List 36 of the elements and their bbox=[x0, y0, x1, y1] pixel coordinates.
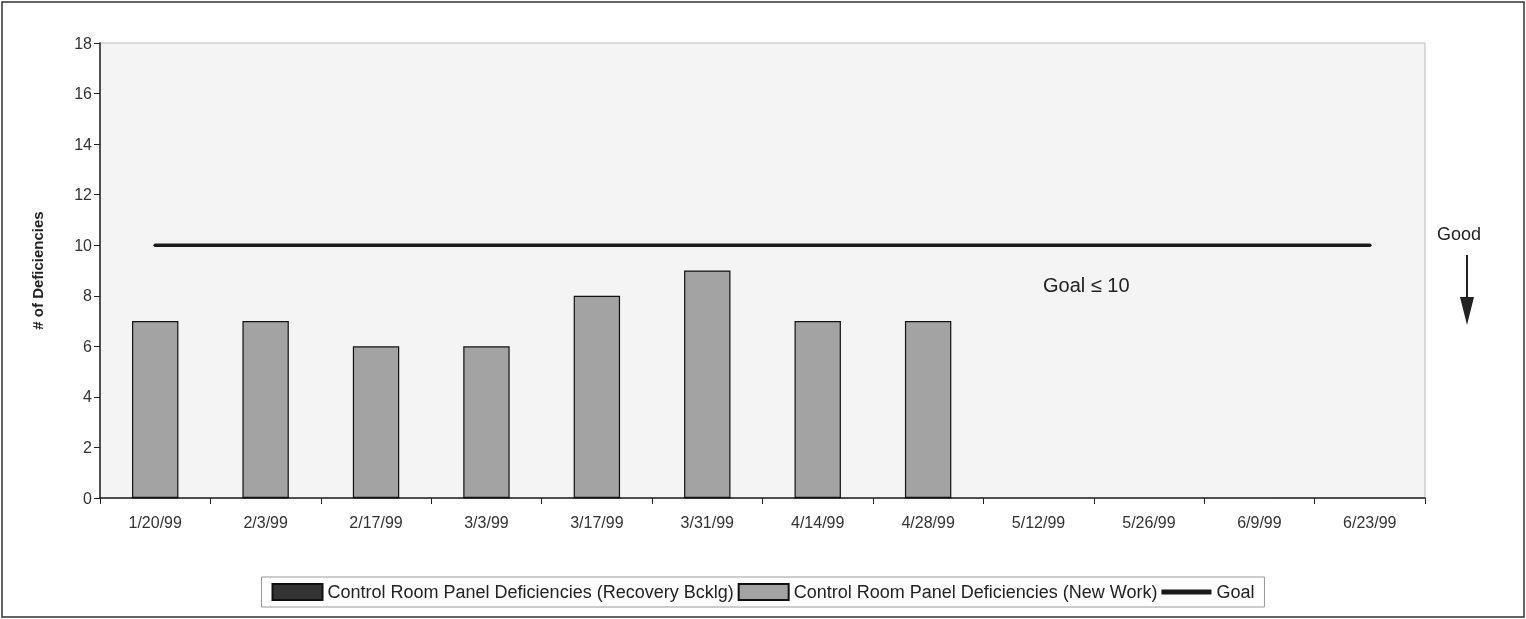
legend-label: Control Room Panel Deficiencies (Recovery Bcklg) bbox=[327, 582, 734, 602]
y-tick-label: 16 bbox=[74, 85, 93, 103]
x-tick-label: 4/14/99 bbox=[791, 513, 845, 531]
y-tick-label: 4 bbox=[83, 388, 93, 406]
bar bbox=[352, 346, 400, 498]
bar bbox=[463, 346, 510, 498]
bar bbox=[794, 321, 841, 498]
y-axis-title: # of Deficiencies bbox=[29, 211, 46, 330]
x-tick-label: 5/12/99 bbox=[1011, 513, 1066, 531]
y-tick-label: 2 bbox=[83, 438, 93, 456]
y-tick-label: 0 bbox=[83, 489, 93, 507]
x-tick-label: 5/26/99 bbox=[1122, 513, 1176, 531]
x-tick-label: 3/17/99 bbox=[570, 513, 624, 531]
x-tick-label: 6/9/99 bbox=[1237, 513, 1282, 531]
bar bbox=[573, 295, 621, 498]
bar bbox=[904, 321, 952, 498]
y-tick-label: 10 bbox=[74, 236, 93, 254]
y-tick-label: 18 bbox=[74, 34, 93, 52]
x-tick-label: 1/20/99 bbox=[128, 513, 182, 531]
text: Good bbox=[1437, 224, 1482, 244]
annotation: Goal ≤ 10 bbox=[1043, 274, 1130, 296]
x-tick-label: 2/17/99 bbox=[349, 513, 403, 531]
y-tick-label: 12 bbox=[74, 186, 93, 204]
bar bbox=[684, 270, 731, 498]
legend-label: Goal bbox=[1216, 582, 1255, 602]
x-tick-label: 6/23/99 bbox=[1343, 513, 1397, 531]
bar bbox=[132, 321, 179, 498]
x-tick-label: 3/31/99 bbox=[680, 513, 735, 531]
x-tick-label: 3/3/99 bbox=[464, 513, 509, 531]
x-tick-label: 4/28/99 bbox=[901, 513, 955, 531]
y-tick-label: 8 bbox=[83, 287, 93, 305]
legend-label: Control Room Panel Deficiencies (New Work) bbox=[793, 582, 1158, 602]
y-tick-label: 6 bbox=[83, 337, 93, 355]
bar bbox=[242, 321, 289, 498]
x-tick-label: 2/3/99 bbox=[243, 513, 288, 531]
y-tick-label: 14 bbox=[74, 135, 93, 153]
